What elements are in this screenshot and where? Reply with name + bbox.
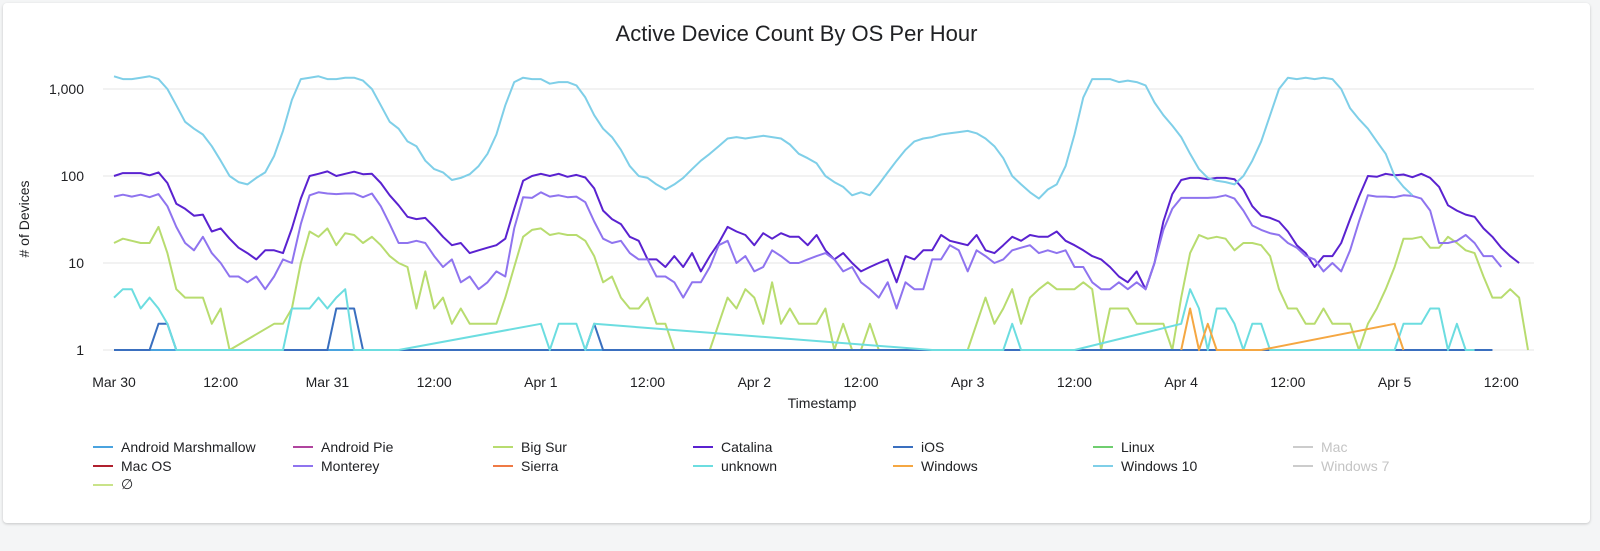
legend-label: Mac OS <box>121 457 172 474</box>
chart-title: Active Device Count By OS Per Hour <box>615 21 978 46</box>
legend-label: Windows 7 <box>1321 457 1390 474</box>
y-axis: 1 10 100 1,000 <box>49 81 84 358</box>
legend-item-windows-10[interactable]: Windows 10 <box>1093 457 1293 474</box>
y-tick-label: 10 <box>68 255 84 271</box>
series-lines[interactable] <box>113 75 1529 351</box>
legend-label: Windows 10 <box>1121 457 1198 474</box>
legend-item-mac[interactable]: Mac <box>1293 438 1493 455</box>
legend-item-windows-7[interactable]: Windows 7 <box>1293 457 1493 474</box>
legend-swatch <box>1093 445 1113 448</box>
legend-label: Linux <box>1121 438 1155 455</box>
x-tick-label: Apr 4 <box>1164 374 1198 390</box>
legend-swatch <box>93 445 113 448</box>
x-tick-label: 12:00 <box>1057 374 1092 390</box>
series-line-monterey[interactable] <box>113 191 1503 310</box>
x-tick-label: Apr 2 <box>738 374 772 390</box>
legend-swatch <box>293 464 313 467</box>
chart-legend: Android Marshmallow Android Pie Big Sur Cat… <box>93 438 1513 493</box>
legend-item-null[interactable]: ∅ <box>93 476 293 493</box>
chart-plot: 1 10 100 1,000 Mar 30 12:00 Mar 31 12:00 Apr 1 1… <box>16 75 1534 411</box>
legend-swatch <box>293 445 313 448</box>
chart-card: Active Device Count By OS Per Hour 1 10 10… <box>3 3 1590 523</box>
legend-label: Monterey <box>321 457 380 474</box>
legend-item-monterey[interactable]: Monterey <box>293 457 493 474</box>
legend-item-big-sur[interactable]: Big Sur <box>493 438 693 455</box>
x-tick-label: 12:00 <box>630 374 665 390</box>
legend-swatch <box>693 464 713 467</box>
series-line-catalina[interactable] <box>113 170 1520 291</box>
legend-swatch <box>1093 464 1113 467</box>
x-tick-label: 12:00 <box>417 374 452 390</box>
series-line-unknown[interactable] <box>113 288 1475 351</box>
legend-item-windows[interactable]: Windows <box>893 457 1093 474</box>
series-line-windows[interactable] <box>1180 307 1405 351</box>
legend-swatch <box>93 483 113 486</box>
x-tick-label: Apr 5 <box>1378 374 1412 390</box>
legend-swatch <box>693 445 713 448</box>
legend-label: Sierra <box>521 457 559 474</box>
legend-swatch <box>893 464 913 467</box>
legend-label: Catalina <box>721 438 773 455</box>
legend-swatch <box>93 464 113 467</box>
x-tick-label: Mar 31 <box>306 374 350 390</box>
legend-label: Android Pie <box>321 438 394 455</box>
series-line-big-sur[interactable] <box>113 225 1529 351</box>
y-tick-label: 100 <box>61 168 85 184</box>
y-axis-label: # of Devices <box>16 180 32 257</box>
legend-swatch <box>893 445 913 448</box>
legend-swatch <box>493 445 513 448</box>
legend-item-ios[interactable]: iOS <box>893 438 1093 455</box>
legend-label: Big Sur <box>521 438 567 455</box>
legend-swatch <box>1293 445 1313 448</box>
x-tick-label: 12:00 <box>1270 374 1305 390</box>
legend-swatch <box>1293 464 1313 467</box>
legend-item-linux[interactable]: Linux <box>1093 438 1293 455</box>
legend-item-mac-os[interactable]: Mac OS <box>93 457 293 474</box>
series-line-windows-10[interactable] <box>113 75 1414 200</box>
legend-item-unknown[interactable]: unknown <box>693 457 893 474</box>
legend-label: Mac <box>1321 438 1348 455</box>
x-tick-label: 12:00 <box>843 374 878 390</box>
legend-item-catalina[interactable]: Catalina <box>693 438 893 455</box>
series-line-ios[interactable] <box>114 307 1493 351</box>
x-tick-label: Mar 30 <box>92 374 136 390</box>
y-tick-label: 1 <box>76 342 84 358</box>
x-axis-label: Timestamp <box>788 395 857 411</box>
legend-swatch <box>493 464 513 467</box>
y-tick-label: 1,000 <box>49 81 84 97</box>
x-tick-label: Apr 1 <box>524 374 558 390</box>
grid-lines <box>103 88 1534 351</box>
x-tick-label: 12:00 <box>1484 374 1519 390</box>
legend-label: ∅ <box>121 476 134 492</box>
legend-item-android-pie[interactable]: Android Pie <box>293 438 493 455</box>
legend-label: Windows <box>921 457 978 474</box>
x-tick-label: 12:00 <box>203 374 238 390</box>
x-axis: Mar 30 12:00 Mar 31 12:00 Apr 1 12:00 Apr 2 12:… <box>92 374 1519 390</box>
legend-item-sierra[interactable]: Sierra <box>493 457 693 474</box>
x-tick-label: Apr 3 <box>951 374 985 390</box>
legend-label: Android Marshmallow <box>121 438 256 455</box>
legend-item-android-marshmallow[interactable]: Android Marshmallow <box>93 438 293 455</box>
legend-label: iOS <box>921 438 945 455</box>
legend-label: unknown <box>721 457 778 474</box>
